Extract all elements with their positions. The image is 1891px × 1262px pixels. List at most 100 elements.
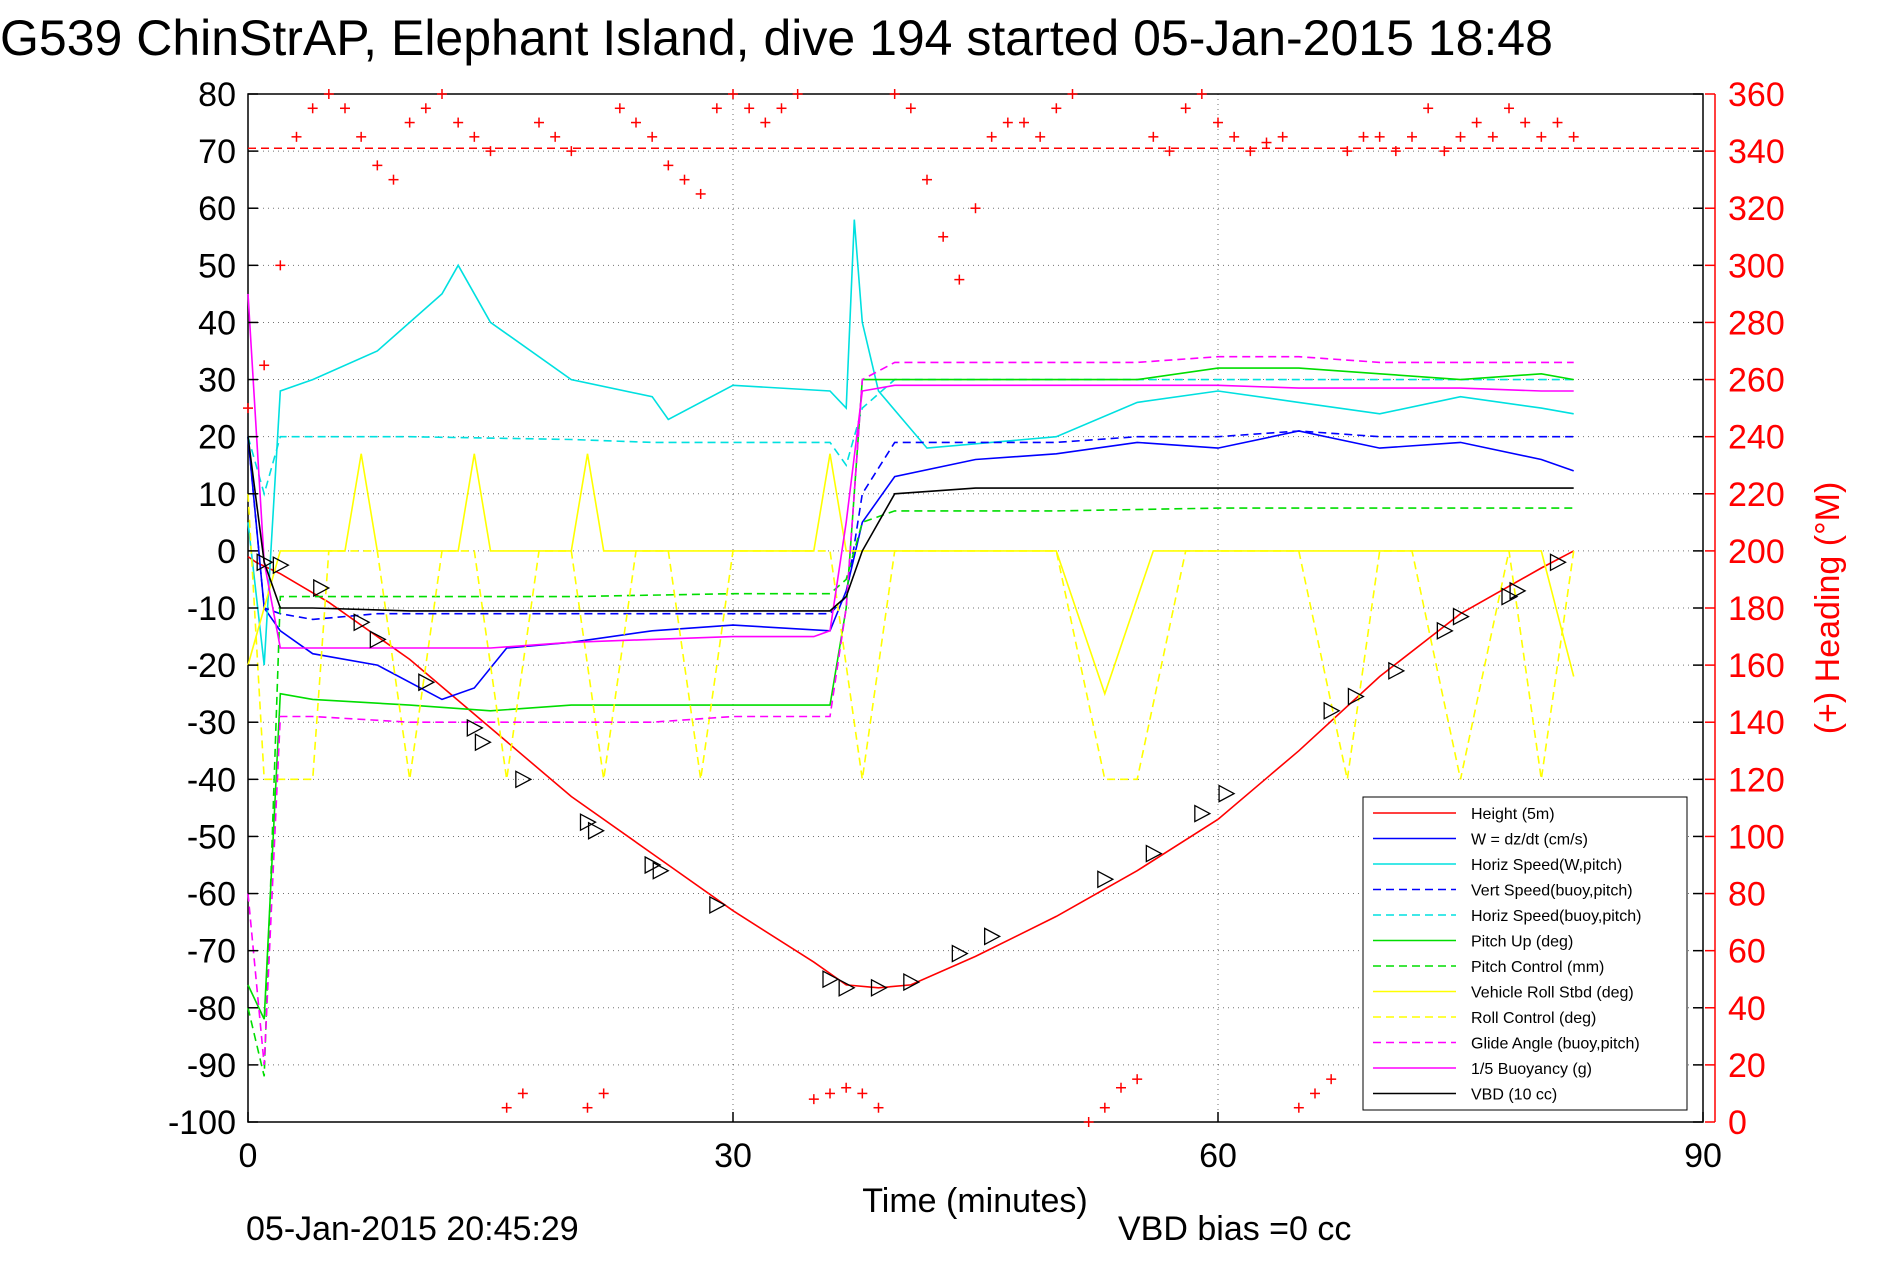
heading-sample: [889, 89, 900, 99]
legend-label: Pitch Control (mm): [1471, 959, 1604, 976]
legend-label: Vehicle Roll Stbd (deg): [1471, 985, 1634, 1002]
heading-sample: [340, 103, 350, 114]
heading-sample: [1520, 117, 1531, 128]
heading-sample: [1132, 1074, 1143, 1085]
y-right-tick-label: 80: [1728, 876, 1766, 914]
depth-marker: [1509, 581, 1527, 600]
y-tick-label: -50: [187, 818, 236, 856]
heading-sample: [598, 1088, 609, 1099]
y-axis-right: 3603403203002802602402202001801601401201…: [1705, 76, 1785, 1142]
heading-sample: [857, 1088, 868, 1099]
y-right-tick-label: 140: [1728, 704, 1785, 742]
depth-marker: [1452, 607, 1470, 626]
heading-sample: [1002, 117, 1013, 128]
heading-sample: [1455, 131, 1466, 142]
legend-item: 1/5 Buoyancy (g): [1373, 1061, 1592, 1078]
heading-sample: [420, 103, 431, 114]
y-right-tick-label: 340: [1728, 133, 1785, 171]
depth-marker: [1436, 621, 1454, 640]
legend-item: Vert Speed(buoy,pitch): [1373, 883, 1633, 900]
legend-item: VBD (10 cc): [1373, 1087, 1557, 1104]
heading-sample: [291, 131, 302, 142]
heading-sample: [1293, 1102, 1304, 1113]
y-right-tick-label: 120: [1728, 761, 1785, 799]
legend-item: Roll Control (deg): [1373, 1010, 1596, 1027]
legend-label: W = dz/dt (cm/s): [1471, 832, 1588, 849]
y-right-tick-label: 360: [1728, 76, 1785, 114]
chart-title: G539 ChinStrAP, Elephant Island, dive 19…: [0, 10, 1553, 66]
x-tick-label: 90: [1684, 1137, 1722, 1175]
heading-layer: [243, 89, 1703, 1127]
series-line-vehicle-roll-stbd-deg: [247, 453, 1575, 697]
depth-marker: [652, 861, 670, 880]
heading-sample: [1213, 117, 1223, 128]
heading-sample: [922, 174, 932, 185]
heading-sample: [1358, 131, 1369, 142]
heading-sample: [663, 160, 674, 171]
heading-sample: [792, 89, 803, 99]
heading-sample: [1067, 89, 1078, 99]
heading-sample: [631, 117, 641, 128]
depth-marker: [1218, 784, 1236, 803]
heading-sample: [566, 146, 577, 157]
heading-sample: [1180, 103, 1191, 114]
heading-sample: [550, 131, 561, 142]
y-right-tick-label: 240: [1728, 419, 1785, 457]
heading-sample: [1051, 103, 1062, 114]
y-tick-label: -60: [187, 876, 236, 914]
legend-label: Vert Speed(buoy,pitch): [1471, 883, 1633, 900]
y-tick-label: 60: [198, 190, 236, 228]
heading-sample: [841, 1082, 852, 1093]
y-right-tick-label: 40: [1728, 990, 1766, 1028]
heading-sample: [695, 188, 706, 199]
marker-layer: [256, 553, 1567, 997]
heading-sample: [1116, 1082, 1126, 1093]
heading-sample: [323, 89, 334, 99]
x-axis-label: Time (minutes): [862, 1182, 1087, 1220]
heading-sample: [243, 403, 253, 414]
heading-sample: [614, 103, 625, 114]
depth-marker: [984, 927, 1002, 946]
series-line-pitch-up-deg: [247, 367, 1574, 1020]
heading-sample: [1536, 131, 1547, 142]
y-tick-label: 30: [198, 362, 236, 400]
y-tick-label: 10: [198, 476, 236, 514]
heading-sample: [1390, 146, 1401, 157]
depth-marker: [1097, 870, 1115, 889]
legend-label: VBD (10 cc): [1471, 1087, 1557, 1104]
heading-sample: [647, 131, 658, 142]
heading-sample: [1196, 89, 1207, 99]
depth-marker: [838, 978, 856, 997]
depth-marker: [474, 733, 492, 752]
y-tick-label: 70: [198, 133, 236, 171]
heading-sample: [1019, 117, 1029, 128]
depth-marker: [951, 944, 969, 963]
x-tick-label: 30: [714, 1137, 752, 1175]
heading-sample: [1439, 146, 1450, 157]
depth-marker: [587, 821, 605, 840]
y-right-tick-label: 60: [1728, 933, 1766, 971]
depth-marker: [418, 673, 436, 692]
footer-vbd-bias: VBD bias =0 cc: [1118, 1210, 1351, 1248]
heading-sample: [1261, 137, 1272, 148]
y-axis-left: 80 70 60 50 40 30 20 10 0 -10 -20 -30 -40 -50 -60 -70 -8…: [168, 76, 1703, 1142]
y-right-tick-label: 160: [1728, 647, 1785, 685]
y-tick-label: -20: [187, 647, 236, 685]
heading-sample: [453, 117, 464, 128]
y-right-tick-label: 0: [1728, 1104, 1747, 1142]
y-tick-label: 50: [198, 247, 236, 285]
y-axis-right-label: (+) Heading (°M): [1809, 482, 1847, 735]
series-line-roll-control-deg: [247, 493, 1575, 781]
heading-sample: [437, 89, 447, 99]
series-line-1-5-buoyancy-g: [247, 293, 1574, 649]
heading-sample: [970, 203, 981, 214]
y-tick-label: -70: [187, 933, 236, 971]
heading-sample: [356, 131, 367, 142]
heading-sample: [1552, 117, 1563, 128]
series-line-glide-angle-buoy-pitch: [247, 355, 1574, 1065]
y-tick-label: -10: [187, 590, 236, 628]
heading-sample: [1083, 1117, 1094, 1127]
y-tick-label: -40: [187, 761, 236, 799]
plot-area: [243, 89, 1704, 1127]
